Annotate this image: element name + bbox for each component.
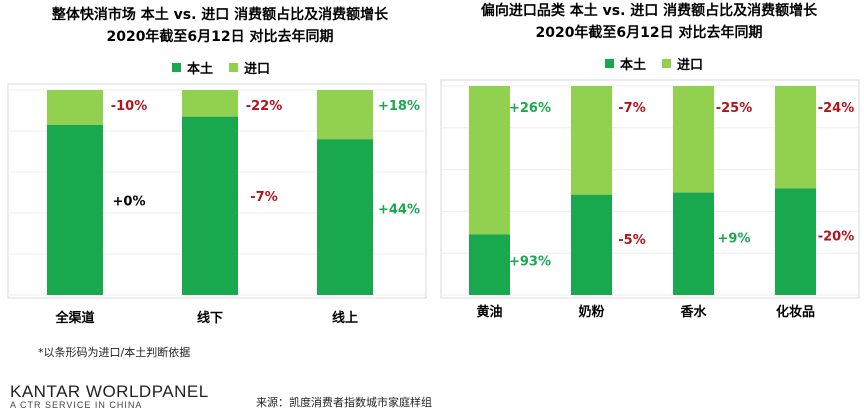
bar-segment-domestic bbox=[469, 234, 510, 295]
legend-label-import: 进口 bbox=[677, 58, 704, 73]
growth-label-domestic: +9% bbox=[718, 232, 751, 247]
legend-item-import: 进口 bbox=[662, 54, 703, 73]
legend-swatch-import bbox=[229, 63, 239, 72]
category-label: 线上 bbox=[332, 310, 358, 326]
growth-label-domestic: +93% bbox=[509, 255, 551, 270]
bar-segment-import bbox=[317, 90, 373, 140]
bar-segment-domestic bbox=[673, 192, 714, 295]
source-note: 来源：凯度消费者指数城市家庭样组 bbox=[256, 396, 432, 409]
growth-label-import: +26% bbox=[509, 101, 551, 116]
growth-label-domestic: -7% bbox=[250, 190, 277, 205]
legend-item-domestic: 本土 bbox=[605, 54, 646, 73]
growth-label-import: -24% bbox=[818, 101, 855, 116]
category-label: 黄油 bbox=[476, 304, 502, 320]
legend-label-domestic: 本土 bbox=[187, 62, 214, 77]
kantar-tagline: A CTR SERVICE IN CHINA bbox=[10, 400, 143, 410]
right-chart-title: 偏向进口品类 本土 vs. 进口 消费额占比及消费额增长 bbox=[480, 3, 818, 19]
growth-label-domestic: -5% bbox=[618, 233, 645, 248]
bar-segment-import bbox=[673, 86, 714, 193]
bar-segment-domestic bbox=[571, 194, 612, 295]
growth-label-import: -10% bbox=[111, 99, 148, 114]
growth-label-import: -22% bbox=[246, 99, 283, 114]
growth-label-import: +18% bbox=[378, 99, 420, 114]
growth-label-import: -7% bbox=[618, 101, 645, 116]
bar-segment-domestic bbox=[47, 124, 103, 295]
kantar-logo: KANTAR WORLDPANEL bbox=[10, 382, 209, 401]
bar-segment-import bbox=[775, 86, 816, 189]
footnote: *以条形码为进口/本土判断依据 bbox=[38, 346, 191, 359]
category-label: 全渠道 bbox=[54, 310, 94, 326]
left-chart-subtitle: 2020年截至6月12日 对比去年同期 bbox=[106, 29, 334, 45]
stacked-bar-charts: -10% +0% 全渠道 -22% -7% 线下 +18% +44% 线上 +26% +93% 黄油 -… bbox=[7, 79, 860, 326]
category-label: 香水 bbox=[679, 304, 707, 320]
legend-item-domestic: 本土 bbox=[172, 58, 213, 77]
bar-segment-domestic bbox=[317, 139, 373, 295]
bar-segment-import bbox=[469, 86, 510, 235]
growth-label-domestic: -20% bbox=[818, 229, 855, 244]
bar-segment-import bbox=[571, 86, 612, 195]
left-legend: 本土 进口 bbox=[172, 58, 286, 77]
legend-label-import: 进口 bbox=[244, 62, 271, 77]
legend-swatch-domestic bbox=[172, 63, 181, 72]
left-chart-title: 整体快消市场 本土 vs. 进口 消费额占比及消费额增长 bbox=[51, 7, 389, 23]
bar-segment-domestic bbox=[775, 188, 816, 295]
right-legend: 本土 进口 bbox=[605, 54, 719, 73]
category-label: 奶粉 bbox=[577, 304, 604, 320]
legend-label-domestic: 本土 bbox=[620, 58, 647, 73]
bar-segment-import bbox=[182, 90, 238, 117]
growth-label-import: -25% bbox=[716, 101, 753, 116]
growth-label-domestic: +44% bbox=[378, 202, 420, 217]
plot-area-frame bbox=[7, 83, 427, 299]
legend-swatch-import bbox=[662, 59, 672, 68]
bar-segment-import bbox=[47, 90, 103, 125]
category-label: 线下 bbox=[197, 310, 223, 326]
right-chart-subtitle: 2020年截至6月12日 对比去年同期 bbox=[535, 25, 763, 41]
legend-item-import: 进口 bbox=[229, 58, 270, 77]
legend-swatch-domestic bbox=[605, 59, 614, 68]
category-label: 化妆品 bbox=[776, 304, 815, 320]
growth-label-domestic: +0% bbox=[113, 194, 146, 209]
plot-area-frame bbox=[440, 79, 860, 299]
bar-segment-domestic bbox=[182, 116, 238, 296]
